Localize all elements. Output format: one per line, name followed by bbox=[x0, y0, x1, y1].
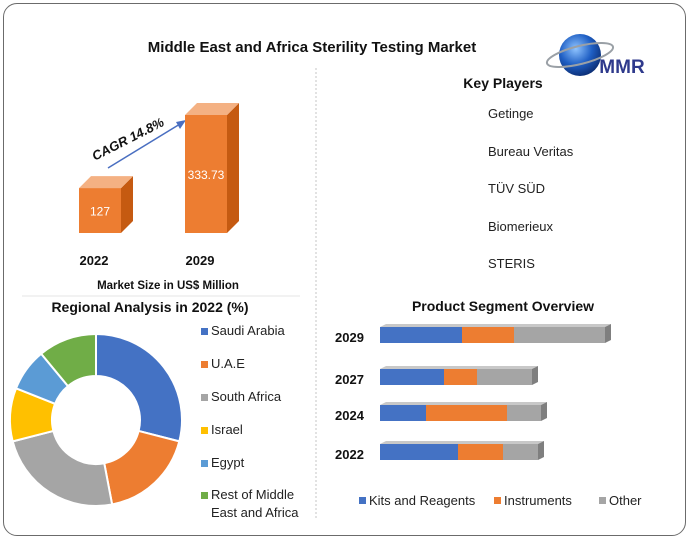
key-player-item: Getinge bbox=[488, 106, 534, 121]
legend-label: Egypt bbox=[211, 455, 245, 470]
infographic-frame bbox=[3, 3, 686, 536]
segment-bar-top bbox=[380, 402, 547, 405]
logo: MMR bbox=[545, 34, 645, 78]
legend-label: Other bbox=[609, 493, 642, 508]
growth-bar-value: 333.73 bbox=[188, 168, 225, 182]
segment-bar-top bbox=[380, 441, 544, 444]
logo-ring bbox=[545, 42, 615, 68]
segment-bar-side bbox=[605, 324, 611, 343]
legend-label: Saudi Arabia bbox=[211, 323, 285, 338]
legend-label: Israel bbox=[211, 422, 243, 437]
growth-axis-label: Market Size in US$ Million bbox=[97, 280, 239, 292]
legend-swatch bbox=[201, 328, 208, 335]
growth-bar bbox=[79, 188, 121, 233]
key-players-heading: Key Players bbox=[463, 75, 543, 91]
legend-label: Kits and Reagents bbox=[369, 493, 476, 508]
segment-bar bbox=[380, 405, 426, 421]
growth-bar-top bbox=[79, 176, 133, 189]
legend-swatch bbox=[599, 497, 606, 504]
legend-swatch bbox=[201, 427, 208, 434]
donut-slice bbox=[11, 429, 114, 507]
key-player-item: Bureau Veritas bbox=[488, 144, 574, 159]
page-title: Middle East and Africa Sterility Testing… bbox=[148, 39, 476, 56]
segment-bar-side bbox=[538, 441, 544, 460]
segment-year-label: 2022 bbox=[335, 447, 364, 462]
growth-bar-side bbox=[227, 103, 239, 233]
segment-bar bbox=[458, 444, 503, 460]
cagr-arrow bbox=[107, 123, 181, 169]
legend-label: South Africa bbox=[211, 389, 282, 404]
segment-bar bbox=[380, 369, 444, 385]
segment-bar bbox=[462, 327, 514, 343]
growth-bar-side bbox=[121, 176, 133, 233]
growth-bar-year: 2029 bbox=[186, 253, 215, 268]
segment-year-label: 2024 bbox=[335, 408, 365, 423]
legend-swatch bbox=[201, 460, 208, 467]
segment-bar-side bbox=[541, 402, 547, 421]
segment-bar-chart: 2029 2027 2024 2022 Kits and Reagents Instrum… bbox=[335, 324, 642, 508]
donut-slice bbox=[95, 332, 183, 443]
legend-label: Instruments bbox=[504, 493, 572, 508]
cagr-arrowhead bbox=[176, 120, 186, 129]
segment-bar bbox=[380, 444, 458, 460]
segment-bar bbox=[426, 405, 507, 421]
legend-label: Rest of Middle East and Africa bbox=[211, 487, 299, 520]
donut-slice bbox=[103, 429, 181, 506]
segment-year-label: 2029 bbox=[335, 330, 364, 345]
growth-bar bbox=[185, 115, 227, 233]
legend-label: U.A.E bbox=[211, 356, 245, 371]
growth-bar-year: 2022 bbox=[80, 253, 109, 268]
segment-bar-side bbox=[532, 366, 538, 385]
key-player-item: TÜV SÜD bbox=[488, 181, 545, 196]
growth-bar-value: 127 bbox=[90, 205, 110, 219]
legend-swatch bbox=[201, 492, 208, 499]
segment-bar bbox=[503, 444, 538, 460]
segment-bar bbox=[507, 405, 541, 421]
segment-bar bbox=[514, 327, 605, 343]
regional-chart-title: Regional Analysis in 2022 (%) bbox=[51, 299, 248, 315]
legend-swatch bbox=[201, 361, 208, 368]
globe-icon bbox=[559, 34, 601, 76]
segment-bar bbox=[444, 369, 477, 385]
legend-swatch bbox=[494, 497, 501, 504]
regional-donut-chart: Saudi Arabia U.A.E South Africa Israel Egypt… bbox=[9, 323, 299, 520]
logo-text: MMR bbox=[599, 57, 645, 78]
legend-swatch bbox=[201, 394, 208, 401]
segment-bar bbox=[380, 327, 462, 343]
key-player-item: STERIS bbox=[488, 256, 535, 271]
growth-bar-top bbox=[185, 103, 239, 115]
market-size-chart: CAGR 14.8% Market Size in US$ Million 12… bbox=[79, 103, 239, 292]
segment-year-label: 2027 bbox=[335, 372, 364, 387]
segment-chart-title: Product Segment Overview bbox=[412, 298, 594, 314]
donut-slice bbox=[39, 332, 97, 388]
key-player-item: Biomerieux bbox=[488, 219, 554, 234]
segment-bar bbox=[477, 369, 532, 385]
legend-swatch bbox=[359, 497, 366, 504]
segment-bar-top bbox=[380, 366, 538, 369]
segment-bar-top bbox=[380, 324, 611, 327]
